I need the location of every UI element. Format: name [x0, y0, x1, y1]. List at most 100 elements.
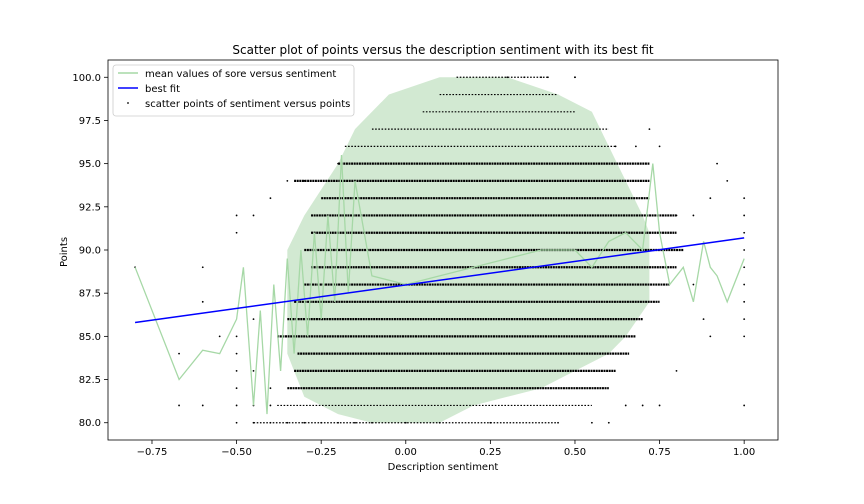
scatter-point	[269, 404, 272, 407]
scatter-point	[235, 370, 238, 372]
scatter-point	[614, 145, 617, 148]
scatter-point	[743, 335, 746, 338]
scatter-point	[574, 76, 576, 79]
scatter-point	[489, 421, 492, 424]
scatter-point	[743, 283, 746, 286]
y-tick-label: 80.0	[79, 418, 101, 429]
legend-label-best-fit: best fit	[145, 84, 180, 95]
legend-label-scatter: scatter points of sentiment versus point…	[145, 99, 350, 110]
scatter-point	[658, 145, 661, 148]
scatter-point	[546, 76, 549, 79]
y-tick-label: 87.5	[79, 289, 101, 300]
scatter-point	[692, 214, 695, 217]
scatter-point	[252, 214, 255, 217]
scatter-point	[269, 197, 272, 200]
x-tick-label: 0.00	[395, 447, 417, 458]
y-tick-label: 92.5	[79, 202, 101, 213]
scatter-point	[523, 76, 526, 79]
scatter-point	[743, 266, 746, 269]
scatter-point	[590, 421, 593, 424]
y-tick-label: 90.0	[79, 246, 101, 257]
y-axis: 80.0 82.5 85.0 87.5 90.0 92.5 95.0 97.5 100.0	[72, 73, 108, 429]
scatter-point	[252, 318, 255, 320]
scatter-point	[557, 421, 559, 424]
scatter-point	[709, 335, 712, 338]
scatter-point	[658, 404, 661, 407]
plot-area	[107, 59, 779, 441]
scatter-point	[303, 421, 306, 424]
scatter-point	[641, 404, 644, 407]
scatter-point	[743, 231, 746, 234]
scatter-point	[201, 300, 204, 303]
scatter-point	[743, 318, 746, 320]
scatter-point	[726, 180, 729, 182]
scatter-point	[235, 335, 238, 338]
scatter-point	[716, 162, 718, 165]
scatter-point	[320, 421, 323, 424]
x-tick-label: 0.75	[648, 447, 670, 458]
legend-swatch-scatter	[127, 102, 129, 104]
scatter-point	[702, 318, 705, 320]
scatter-point	[743, 404, 746, 407]
scatter-point	[286, 421, 289, 424]
scatter-point	[675, 214, 678, 217]
legend-label-mean-line: mean values of sore versus sentiment	[145, 69, 336, 80]
scatter-point	[607, 421, 610, 424]
scatter-point	[540, 76, 543, 79]
x-tick-label: 0.25	[479, 447, 501, 458]
scatter-point	[286, 180, 289, 182]
mean-line-series	[134, 154, 745, 415]
scatter-point	[404, 421, 407, 424]
scatter-point	[201, 404, 204, 407]
scatter-point	[675, 370, 678, 372]
scatter-point	[303, 180, 306, 182]
scatter-point	[506, 76, 509, 79]
scatter-point	[337, 421, 340, 424]
scatter-point	[235, 231, 238, 234]
x-tick-label: 1.00	[733, 447, 755, 458]
y-tick-label: 95.0	[79, 159, 101, 170]
scatter-point	[201, 266, 204, 269]
scatter-point	[235, 387, 238, 390]
y-tick-label: 97.5	[79, 116, 101, 127]
scatter-point	[178, 404, 180, 407]
x-axis: −0.75 −0.50 −0.25 0.00 0.25 0.50 0.75 1.00	[137, 440, 755, 458]
scatter-point	[337, 162, 340, 165]
x-axis-label: Description sentiment	[388, 462, 499, 473]
scatter-point	[235, 214, 238, 217]
x-tick-label: −0.50	[221, 447, 252, 458]
scatter-point	[634, 145, 637, 148]
scatter-point	[235, 421, 238, 424]
scatter-point	[218, 335, 221, 338]
scatter-point	[235, 404, 238, 407]
scatter-point	[692, 283, 695, 286]
chart-title: Scatter plot of points versus the descri…	[232, 43, 654, 57]
scatter-point	[438, 421, 441, 424]
scatter-point	[743, 214, 746, 217]
x-tick-label: −0.75	[137, 447, 168, 458]
best-fit-series	[134, 237, 745, 324]
legend: mean values of sore versus sentiment bes…	[112, 64, 355, 117]
scatter-point	[320, 180, 323, 182]
scatter-point	[624, 404, 627, 407]
scatter-point	[743, 249, 746, 251]
scatter-point	[252, 421, 255, 424]
x-tick-label: 0.50	[564, 447, 586, 458]
y-tick-label: 82.5	[79, 375, 101, 386]
legend-box	[112, 64, 355, 117]
scatter-series	[134, 76, 746, 424]
scatter-point	[743, 300, 746, 303]
scatter-point	[743, 197, 746, 200]
scatter-point	[269, 387, 272, 390]
scatter-point	[269, 421, 272, 424]
scatter-point	[709, 197, 712, 200]
scatter-point	[235, 352, 238, 355]
y-tick-label: 85.0	[79, 332, 101, 343]
scatter-point	[252, 370, 255, 372]
scatter-point	[371, 421, 373, 424]
scatter-point	[354, 421, 356, 424]
scatter-point	[648, 128, 651, 130]
scatter-point	[178, 352, 180, 355]
best-fit-line	[134, 237, 745, 324]
